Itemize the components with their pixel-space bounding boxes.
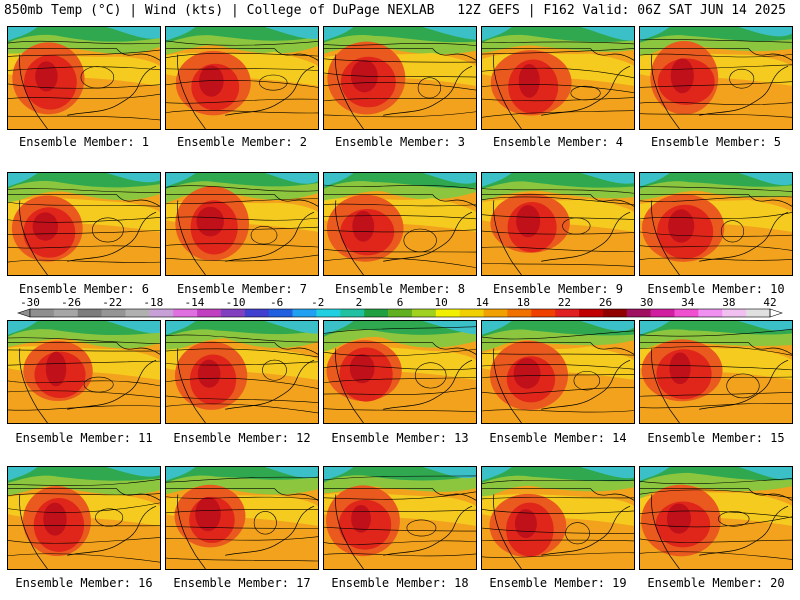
ensemble-member-map-1 — [7, 26, 161, 130]
ensemble-member-caption-2: Ensemble Member: 2 — [176, 135, 308, 149]
ensemble-member-caption-15: Ensemble Member: 15 — [647, 431, 785, 445]
colorbar-tick-label: -26 — [61, 296, 81, 309]
colorbar-tick-label: 22 — [558, 296, 571, 309]
ensemble-member-caption-8: Ensemble Member: 8 — [334, 282, 466, 296]
ensemble-member-caption-13: Ensemble Member: 13 — [331, 431, 469, 445]
ensemble-member-map-18 — [323, 466, 477, 570]
ensemble-member-caption-3: Ensemble Member: 3 — [334, 135, 466, 149]
temperature-colorbar: -30 -26 -22 -18 -14 -10 -6 -2 2 6 10 14 18 22 26 30 34 38… — [17, 296, 783, 318]
ensemble-member-map-3 — [323, 26, 477, 130]
colorbar-tick-label: 6 — [397, 296, 404, 309]
colorbar-tick-label: 10 — [434, 296, 447, 309]
colorbar-tick-label: -18 — [143, 296, 163, 309]
ensemble-member-caption-11: Ensemble Member: 11 — [15, 431, 153, 445]
ensemble-member-map-17 — [165, 466, 319, 570]
colorbar-tick-label: 14 — [476, 296, 490, 309]
ensemble-member-caption-4: Ensemble Member: 4 — [492, 135, 624, 149]
colorbar-tick-label: 26 — [599, 296, 612, 309]
ensemble-member-caption-7: Ensemble Member: 7 — [176, 282, 308, 296]
colorbar-tick-label: 34 — [681, 296, 695, 309]
ensemble-member-map-7 — [165, 172, 319, 276]
ensemble-member-caption-17: Ensemble Member: 17 — [173, 576, 311, 590]
ensemble-member-map-12 — [165, 320, 319, 424]
ensemble-member-map-11 — [7, 320, 161, 424]
colorbar-tick-label: 2 — [356, 296, 363, 309]
ensemble-member-map-15 — [639, 320, 793, 424]
ensemble-member-map-20 — [639, 466, 793, 570]
ensemble-member-caption-16: Ensemble Member: 16 — [15, 576, 153, 590]
ensemble-member-caption-10: Ensemble Member: 10 — [647, 282, 785, 296]
colorbar-tick-label: -14 — [185, 296, 205, 309]
ensemble-member-caption-5: Ensemble Member: 5 — [650, 135, 782, 149]
ensemble-member-caption-18: Ensemble Member: 18 — [331, 576, 469, 590]
colorbar-tick-label: 30 — [640, 296, 653, 309]
ensemble-member-caption-6: Ensemble Member: 6 — [18, 282, 150, 296]
ensemble-member-map-4 — [481, 26, 635, 130]
ensemble-member-map-16 — [7, 466, 161, 570]
colorbar-tick-label: 42 — [763, 296, 776, 309]
colorbar-tick-label: -6 — [270, 296, 283, 309]
ensemble-member-map-13 — [323, 320, 477, 424]
ensemble-member-map-19 — [481, 466, 635, 570]
colorbar-tick-label: 38 — [722, 296, 735, 309]
ensemble-member-map-10 — [639, 172, 793, 276]
colorbar-tick-label: -2 — [311, 296, 324, 309]
ensemble-member-caption-1: Ensemble Member: 1 — [18, 135, 150, 149]
ensemble-member-caption-12: Ensemble Member: 12 — [173, 431, 311, 445]
colorbar-tick-label: -22 — [102, 296, 122, 309]
colorbar-tick-label: -30 — [20, 296, 40, 309]
ensemble-member-map-8 — [323, 172, 477, 276]
colorbar-tick-label: -10 — [226, 296, 246, 309]
colorbar-tick-label: 18 — [517, 296, 530, 309]
ensemble-member-map-5 — [639, 26, 793, 130]
ensemble-member-map-14 — [481, 320, 635, 424]
ensemble-member-caption-14: Ensemble Member: 14 — [489, 431, 627, 445]
map-title: 850mb Temp (°C) | Wind (kts) | College o… — [4, 3, 435, 18]
ensemble-member-map-9 — [481, 172, 635, 276]
ensemble-member-map-2 — [165, 26, 319, 130]
ensemble-member-caption-9: Ensemble Member: 9 — [492, 282, 624, 296]
ensemble-member-caption-19: Ensemble Member: 19 — [489, 576, 627, 590]
model-run-info: 12Z GEFS | F162 Valid: 06Z SAT JUN 14 20… — [457, 3, 786, 18]
ensemble-member-map-6 — [7, 172, 161, 276]
ensemble-member-caption-20: Ensemble Member: 20 — [647, 576, 785, 590]
